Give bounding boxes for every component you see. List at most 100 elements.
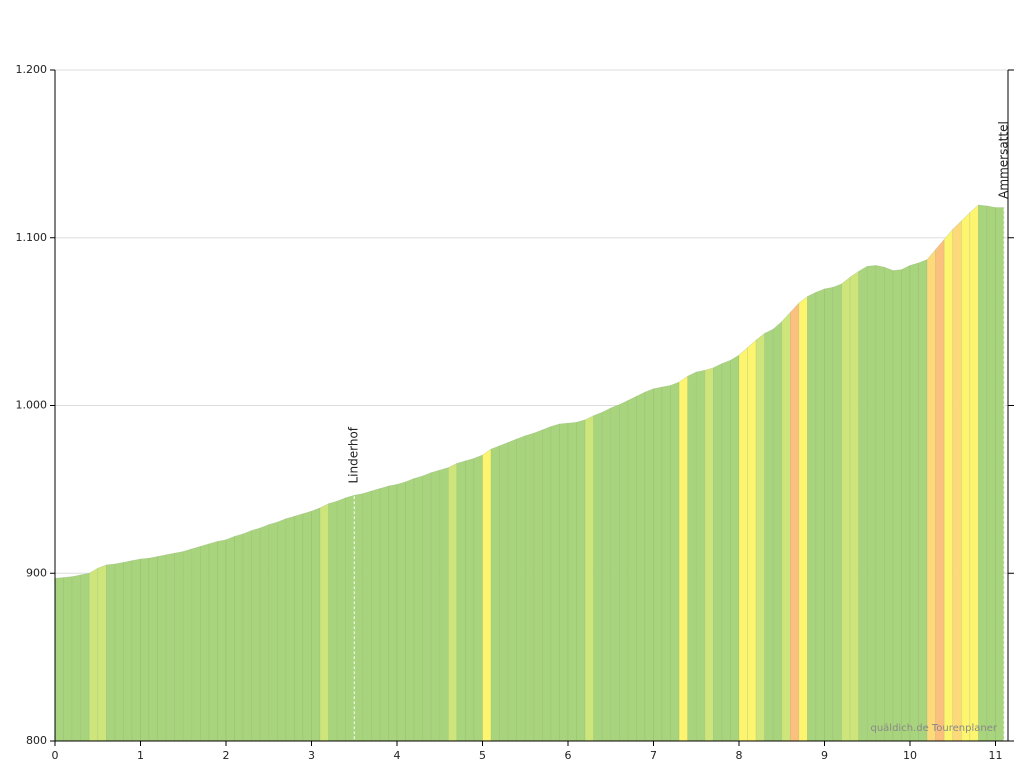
elevation-segment <box>106 563 116 742</box>
elevation-segment <box>379 485 389 742</box>
x-tick-label: 10 <box>903 749 917 762</box>
elevation-segment <box>661 385 671 742</box>
elevation-segment <box>533 429 543 742</box>
y-tick-label: 800 <box>26 734 47 747</box>
elevation-segment <box>943 228 954 742</box>
elevation-segment <box>234 533 244 742</box>
elevation-segment <box>63 576 73 742</box>
elevation-segment <box>200 543 210 742</box>
elevation-segment <box>995 207 1005 742</box>
elevation-segment <box>832 283 842 742</box>
elevation-segment <box>362 490 372 742</box>
elevation-segment <box>507 438 518 742</box>
elevation-segment <box>542 426 552 742</box>
elevation-segment <box>901 264 911 742</box>
x-tick-label: 2 <box>223 749 230 762</box>
x-tick-label: 3 <box>308 749 315 762</box>
elevation-segment <box>789 302 800 742</box>
elevation-segment <box>208 540 218 742</box>
elevation-segment <box>978 204 988 742</box>
x-tick-label: 4 <box>394 749 401 762</box>
elevation-segment <box>259 524 270 742</box>
x-tick-label: 0 <box>52 749 59 762</box>
elevation-segment <box>892 269 902 742</box>
elevation-segment <box>815 288 825 742</box>
elevation-segment <box>114 561 124 742</box>
elevation-segment <box>772 320 783 742</box>
elevation-segment <box>396 481 406 742</box>
elevation-segment <box>319 503 329 742</box>
elevation-segment <box>405 478 415 742</box>
elevation-segment <box>217 539 227 742</box>
annotation-label: Linderhof <box>347 426 361 483</box>
elevation-segment <box>610 404 620 742</box>
elevation-segment <box>875 265 885 742</box>
elevation-segment <box>328 500 338 742</box>
elevation-segment <box>866 265 877 742</box>
elevation-segment <box>123 560 133 742</box>
elevation-segment <box>704 367 714 742</box>
elevation-segment <box>738 346 748 742</box>
elevation-segment <box>653 386 663 742</box>
y-tick-label: 900 <box>26 566 47 579</box>
elevation-segment <box>695 369 706 742</box>
elevation-segment <box>747 339 757 742</box>
elevation-segment <box>165 552 175 742</box>
elevation-segment <box>524 432 535 742</box>
elevation-segment <box>918 259 928 742</box>
elevation-segment <box>567 421 577 742</box>
elevation-segment <box>576 419 586 742</box>
elevation-segment <box>447 462 458 742</box>
elevation-segment <box>157 554 167 742</box>
elevation-segment <box>678 375 689 742</box>
elevation-segment <box>302 510 312 742</box>
elevation-segment <box>858 265 868 742</box>
elevation-segment <box>54 577 64 742</box>
elevation-segment <box>268 521 278 742</box>
elevation-segment <box>311 507 321 742</box>
elevation-segment <box>909 262 919 742</box>
axes: 800 900 1.000 1.100 1.200 0 1 2 3 4 5 6 7 8 9 10 11 Linde… <box>16 63 1014 762</box>
x-tick-label: 5 <box>479 749 486 762</box>
elevation-segment <box>618 399 629 742</box>
elevation-segment <box>345 494 355 742</box>
elevation-segment <box>473 454 483 742</box>
elevation-segment <box>935 238 945 742</box>
elevation-segment <box>798 295 808 742</box>
annotation-label: Ammersattel <box>997 121 1011 199</box>
elevation-segment <box>191 546 201 742</box>
x-tick-label: 7 <box>650 749 657 762</box>
elevation-segment <box>952 220 962 742</box>
y-tick-label: 1.100 <box>16 231 48 244</box>
x-tick-label: 9 <box>821 749 828 762</box>
elevation-segment <box>430 469 441 742</box>
elevation-segment <box>336 497 347 742</box>
elevation-segment <box>499 441 509 742</box>
elevation-segment <box>276 518 287 742</box>
x-tick-label: 8 <box>736 749 743 762</box>
elevation-segment <box>986 205 996 742</box>
elevation-segment <box>413 475 423 742</box>
elevation-segment <box>80 572 90 742</box>
elevation-segment <box>584 415 594 742</box>
elevation-segment <box>969 204 979 742</box>
elevation-segment <box>88 567 99 742</box>
elevation-segment <box>131 558 141 742</box>
elevation-segment <box>884 266 894 742</box>
elevation-segment <box>601 407 612 742</box>
elevation-segment <box>849 270 860 742</box>
elevation-segment <box>627 395 637 742</box>
y-tick-label: 1.000 <box>16 399 48 412</box>
elevation-segment <box>285 515 295 742</box>
elevation-segment <box>388 483 398 742</box>
x-tick-label: 1 <box>137 749 144 762</box>
elevation-segment <box>97 564 107 742</box>
elevation-segment <box>636 391 646 742</box>
elevation-segment <box>687 371 697 742</box>
elevation-segment <box>439 467 449 742</box>
elevation-segment <box>559 422 569 742</box>
elevation-segment <box>713 363 723 742</box>
elevation-segment <box>242 530 252 742</box>
elevation-segment <box>182 548 193 742</box>
